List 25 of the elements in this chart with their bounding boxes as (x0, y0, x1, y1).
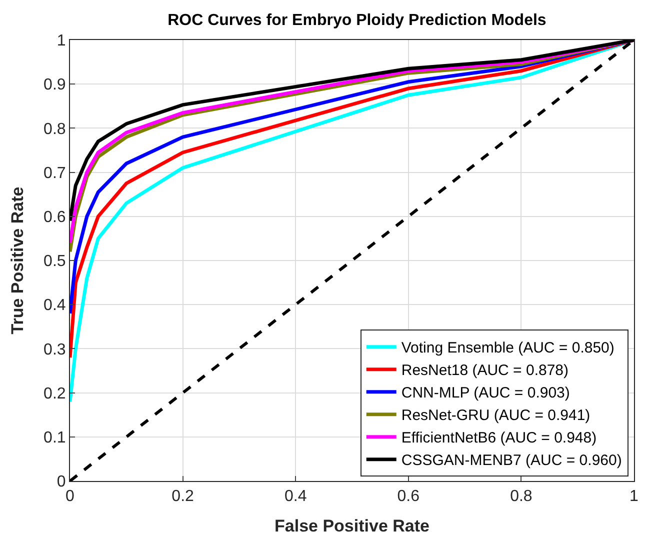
x-axis-title: False Positive Rate (274, 516, 430, 536)
y-tick-label: 0.5 (44, 253, 66, 270)
y-tick-label: 0.7 (44, 164, 66, 182)
x-tick-label: 0.2 (172, 488, 194, 506)
y-tick-label: 0.2 (44, 385, 66, 402)
chart-title: ROC Curves for Embryo Ploidy Prediction Models (168, 12, 546, 29)
legend-label: ResNet18 (AUC = 0.878) (401, 362, 569, 380)
y-tick-label: 0.1 (44, 430, 66, 446)
x-tick-label: 1 (630, 488, 639, 506)
y-tick-label: 0.9 (44, 76, 66, 94)
x-tick-label: 0.4 (284, 488, 307, 506)
y-tick-label: 0.8 (44, 120, 66, 138)
x-tick-label: 0.6 (397, 488, 420, 506)
y-axis-title: True Positive Rate (8, 186, 28, 334)
legend-label: CSSGAN-MENB7 (AUC = 0.960) (401, 452, 622, 470)
legend-label: Voting Ensemble (AUC = 0.850) (401, 340, 614, 357)
y-tick-label: 1 (56, 32, 66, 50)
x-tick-label: 0.8 (510, 488, 532, 506)
legend-label: ResNet-GRU (AUC = 0.941) (401, 407, 590, 424)
y-tick-label: 0.6 (44, 209, 66, 226)
y-tick-label: 0 (56, 474, 66, 491)
y-tick-label: 0.4 (44, 297, 66, 314)
y-tick-label: 0.3 (44, 341, 66, 358)
legend-label: EfficientNetB6 (AUC = 0.948) (401, 430, 597, 447)
legend-label: CNN-MLP (AUC = 0.903) (401, 384, 570, 402)
